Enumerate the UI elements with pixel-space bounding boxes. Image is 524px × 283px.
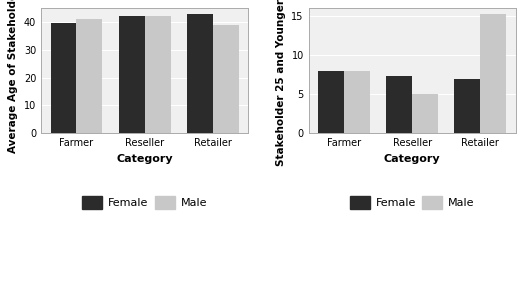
Bar [213, 25, 239, 133]
Y-axis label: Average Age of Stakeholder: Average Age of Stakeholder [8, 0, 18, 153]
X-axis label: Category: Category [116, 154, 173, 164]
Legend: Female, Male: Female, Male [345, 191, 479, 213]
Bar [454, 79, 481, 133]
Bar [412, 94, 438, 133]
Bar [77, 20, 102, 133]
Bar [344, 71, 370, 133]
Legend: Female, Male: Female, Male [78, 191, 211, 213]
X-axis label: Category: Category [384, 154, 441, 164]
Bar [145, 16, 170, 133]
Bar [50, 23, 77, 133]
Bar [386, 76, 412, 133]
Bar [318, 71, 344, 133]
Bar [481, 14, 506, 133]
Bar [187, 14, 213, 133]
Y-axis label: Stakeholder 25 and Younger (%): Stakeholder 25 and Younger (%) [276, 0, 286, 166]
Bar [119, 16, 145, 133]
